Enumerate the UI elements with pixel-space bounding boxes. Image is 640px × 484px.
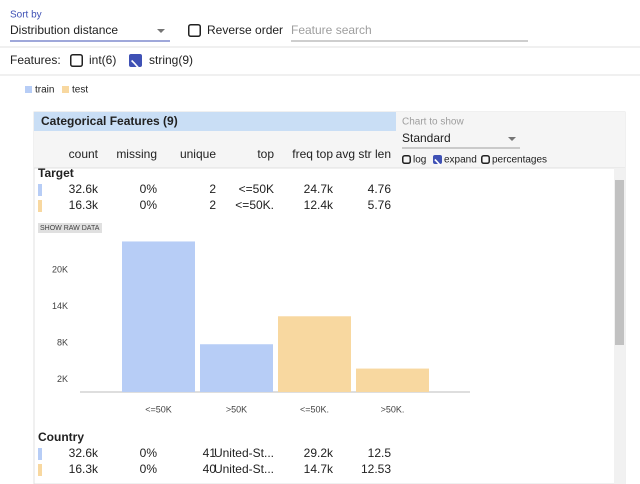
- panel-title: Categorical Features (9): [41, 114, 178, 128]
- cell: 0%: [140, 198, 158, 212]
- cell: 12.53: [361, 462, 391, 476]
- checkbox[interactable]: [402, 155, 411, 164]
- feature-name: Country: [38, 430, 84, 444]
- x-tick-label: >50K.: [381, 404, 405, 414]
- checkbox-label: percentages: [492, 155, 547, 166]
- x-tick-label: >50K: [226, 404, 247, 414]
- cell: 41: [203, 446, 217, 460]
- column-header: top: [257, 147, 274, 161]
- legend-swatch: [25, 86, 32, 93]
- row-color: [38, 200, 42, 212]
- checkmark: [434, 158, 441, 167]
- checkbox[interactable]: [433, 155, 442, 164]
- cell: <=50K: [239, 182, 274, 196]
- x-tick-label: <=50K: [145, 404, 172, 414]
- cell: 0%: [140, 462, 158, 476]
- checkbox[interactable]: [481, 155, 490, 164]
- legend-label: train: [35, 85, 54, 96]
- cell: United-St...: [214, 446, 274, 460]
- cell: 0%: [140, 182, 158, 196]
- cell: 16.3k: [69, 198, 99, 212]
- y-tick-label: 8K: [57, 338, 68, 348]
- checkbox-label: int(6): [89, 53, 116, 67]
- feature-name: Target: [38, 166, 74, 180]
- show-raw-data-button[interactable]: [38, 223, 102, 233]
- checkbox-label: string(9): [149, 53, 193, 67]
- cell: 24.7k: [304, 182, 334, 196]
- feature-search[interactable]: Feature search: [291, 23, 372, 37]
- row-color: [38, 464, 42, 476]
- bar: [122, 241, 195, 392]
- dropdown-arrow: [157, 29, 165, 33]
- sort-dropdown[interactable]: Distribution distance: [10, 23, 118, 37]
- cell: 4.76: [368, 182, 392, 196]
- cell: 16.3k: [69, 462, 99, 476]
- checkmark: [131, 59, 141, 70]
- chart-dropdown[interactable]: Standard: [402, 131, 451, 145]
- cell: 32.6k: [69, 446, 99, 460]
- y-tick-label: 20K: [52, 265, 68, 275]
- column-header: count: [69, 147, 99, 161]
- checkbox-label: Reverse order: [207, 23, 283, 37]
- column-header: unique: [180, 147, 216, 161]
- checkbox[interactable]: [188, 24, 201, 37]
- bar: [200, 344, 273, 392]
- dropdown-arrow: [508, 137, 516, 141]
- row-color: [38, 448, 42, 460]
- legend-swatch: [62, 86, 69, 93]
- cell: 2: [209, 198, 216, 212]
- checkbox-label: expand: [444, 155, 477, 166]
- legend-label: test: [72, 85, 88, 96]
- checkbox[interactable]: [70, 54, 83, 67]
- cell: 2: [209, 182, 216, 196]
- cell: 40: [203, 462, 217, 476]
- cell: 5.76: [368, 198, 392, 212]
- chart-to-show-label: Chart to show: [402, 117, 464, 128]
- column-header: [34, 131, 396, 168]
- row-color: [38, 184, 42, 196]
- y-tick-label: 2K: [57, 374, 68, 384]
- cell: <=50K.: [235, 198, 274, 212]
- y-tick-label: 14K: [52, 301, 68, 311]
- show-raw-data[interactable]: SHOW RAW DATA: [40, 225, 100, 232]
- features-label: Features:: [10, 53, 61, 67]
- x-tick-label: <=50K.: [300, 404, 329, 414]
- panel-header: [34, 112, 396, 131]
- sort-label: Sort by: [10, 10, 42, 21]
- scrollbar-thumb[interactable]: [615, 180, 624, 345]
- cell: 12.4k: [304, 198, 334, 212]
- cell: 14.7k: [304, 462, 334, 476]
- column-header: avg str len: [336, 147, 391, 161]
- column-header: missing: [116, 147, 157, 161]
- column-header: freq top: [292, 147, 333, 161]
- cell: 32.6k: [69, 182, 99, 196]
- cell: 12.5: [368, 446, 392, 460]
- bar: [356, 368, 429, 392]
- cell: 0%: [140, 446, 158, 460]
- checkbox[interactable]: [129, 54, 142, 67]
- cell: United-St...: [214, 462, 274, 476]
- cell: 29.2k: [304, 446, 334, 460]
- checkbox-label: log: [413, 155, 426, 166]
- bar: [278, 316, 351, 392]
